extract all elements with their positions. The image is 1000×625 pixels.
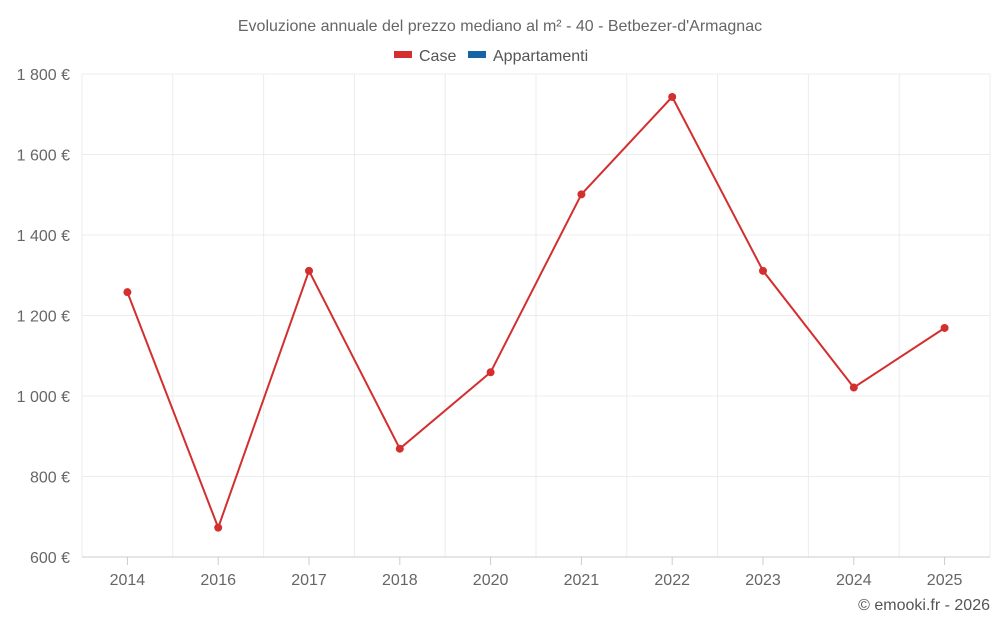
data-point-case[interactable]	[395, 444, 404, 453]
legend-item-appartamenti[interactable]: Appartamenti	[468, 48, 588, 65]
x-tick-label: 2017	[291, 572, 327, 589]
x-tick-label: 2018	[382, 572, 418, 589]
data-point-case[interactable]	[668, 92, 677, 101]
y-tick-label: 800 €	[30, 470, 70, 487]
legend-swatch-case	[394, 51, 412, 58]
data-point-case[interactable]	[486, 368, 495, 377]
data-point-case[interactable]	[759, 266, 767, 275]
legend-label-appartamenti: Appartamenti	[493, 48, 588, 65]
y-tick-label: 1 400 €	[17, 228, 70, 245]
legend[interactable]: Case Appartamenti	[394, 48, 588, 65]
credit-text: © emooki.fr - 2026	[858, 597, 990, 614]
y-axis-tick-labels: 600 € 800 € 1 000 € 1 200 € 1 400 € 1 600 € 1 …	[17, 67, 70, 567]
legend-label-case: Case	[419, 48, 456, 65]
x-axis-tick-labels: 2014 2016 2017 2018 2020 2021 2022 2023 2024 2025	[110, 557, 963, 589]
series-line-case	[126, 95, 946, 531]
chart-title: Evoluzione annuale del prezzo mediano al…	[238, 18, 762, 35]
vertical-gridlines	[81, 74, 991, 557]
data-point-case[interactable]	[577, 190, 586, 199]
data-point-case[interactable]	[305, 266, 313, 275]
x-tick-label: 2020	[473, 572, 509, 589]
y-tick-label: 600 €	[30, 550, 70, 567]
x-tick-label: 2016	[200, 572, 236, 589]
x-tick-label: 2024	[836, 572, 872, 589]
legend-item-case[interactable]: Case	[394, 48, 456, 65]
y-tick-label: 1 200 €	[17, 309, 70, 326]
legend-swatch-appartamenti	[468, 51, 486, 58]
x-tick-label: 2014	[110, 572, 146, 589]
series-points-case	[123, 92, 949, 532]
series-case	[123, 92, 949, 532]
data-point-case[interactable]	[849, 383, 858, 392]
x-tick-label: 2021	[564, 572, 600, 589]
data-point-case[interactable]	[940, 323, 949, 332]
data-point-case[interactable]	[214, 523, 223, 532]
data-point-case[interactable]	[123, 288, 132, 297]
y-tick-label: 1 000 €	[17, 389, 70, 406]
x-tick-label: 2023	[745, 572, 781, 589]
x-tick-label: 2022	[654, 572, 690, 589]
x-tick-label: 2025	[927, 572, 963, 589]
y-tick-label: 1 600 €	[17, 148, 70, 165]
y-tick-label: 1 800 €	[17, 67, 70, 84]
